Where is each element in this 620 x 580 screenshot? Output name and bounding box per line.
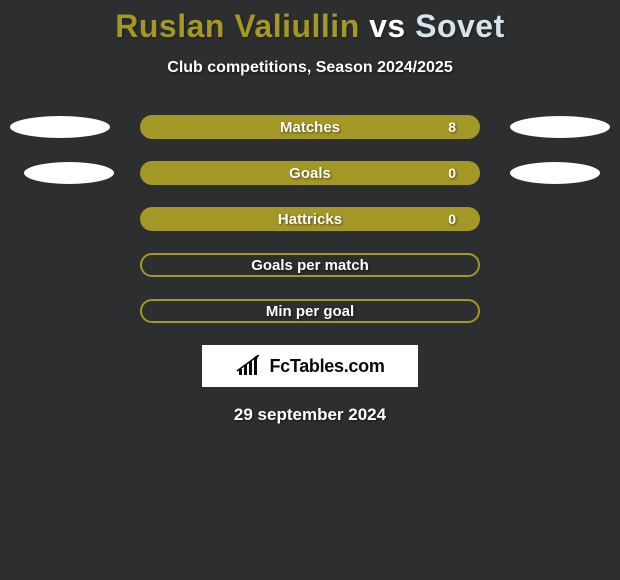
- page-title: Ruslan Valiullin vs Sovet: [0, 0, 620, 45]
- date-text: 29 september 2024: [0, 405, 620, 425]
- logo-main: Tables: [290, 356, 344, 376]
- stat-row: Goals 0: [0, 161, 620, 185]
- stat-right-value: 0: [448, 165, 456, 181]
- oval-right-icon: [510, 162, 600, 184]
- stat-bar: Min per goal: [140, 299, 480, 323]
- stat-row: Min per goal: [0, 299, 620, 323]
- oval-left-icon: [24, 162, 114, 184]
- infographic-container: Ruslan Valiullin vs Sovet Club competiti…: [0, 0, 620, 580]
- stat-right-value: 0: [448, 211, 456, 227]
- stat-right-value: 8: [448, 119, 456, 135]
- stat-bar: Goals 0: [140, 161, 480, 185]
- stat-label: Matches: [280, 119, 340, 136]
- logo-text: FcTables.com: [269, 356, 384, 377]
- stat-label: Hattricks: [278, 211, 342, 228]
- subtitle: Club competitions, Season 2024/2025: [0, 59, 620, 77]
- title-vs: vs: [369, 8, 406, 44]
- logo-prefix: Fc: [269, 356, 289, 376]
- stat-row: Matches 8: [0, 115, 620, 139]
- stat-bar: Matches 8: [140, 115, 480, 139]
- stat-label: Min per goal: [266, 303, 354, 320]
- stat-row: Goals per match: [0, 253, 620, 277]
- title-player1: Ruslan Valiullin: [115, 8, 360, 44]
- stat-rows: Matches 8 Goals 0 Hattricks 0 Goals pe: [0, 115, 620, 323]
- stat-label: Goals: [289, 165, 331, 182]
- chart-icon: [235, 355, 263, 377]
- title-player2: Sovet: [415, 8, 505, 44]
- stat-bar: Hattricks 0: [140, 207, 480, 231]
- stat-label: Goals per match: [251, 257, 369, 274]
- logo-box: FcTables.com: [202, 345, 418, 387]
- stat-bar: Goals per match: [140, 253, 480, 277]
- stat-row: Hattricks 0: [0, 207, 620, 231]
- logo-suffix: .com: [344, 356, 385, 376]
- oval-right-icon: [510, 116, 610, 138]
- oval-left-icon: [10, 116, 110, 138]
